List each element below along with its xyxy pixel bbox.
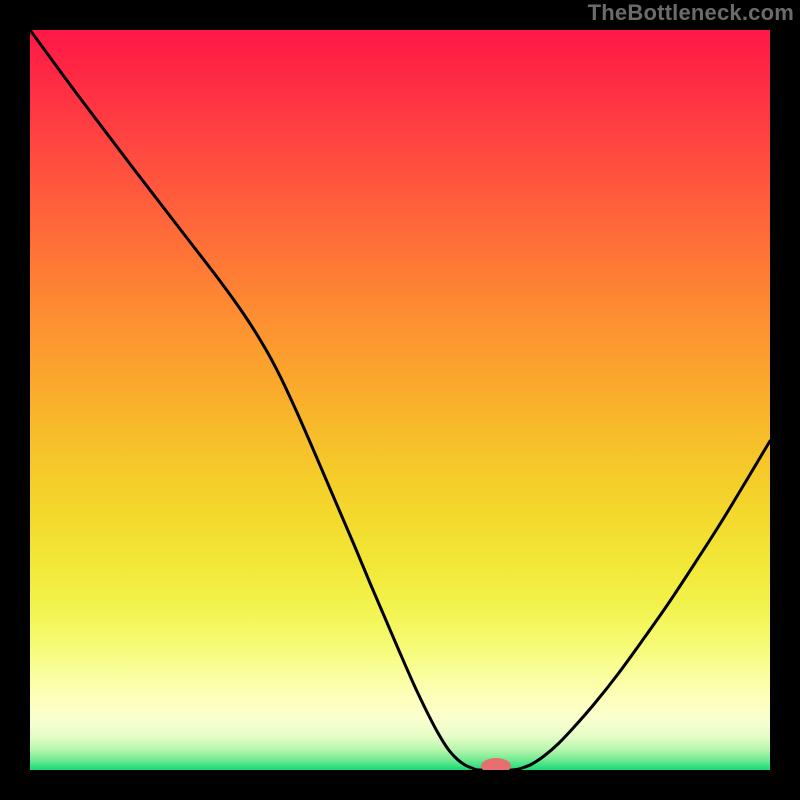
plot-svg	[30, 30, 770, 770]
chart-canvas: TheBottleneck.com	[0, 0, 800, 800]
plot-area	[30, 30, 770, 770]
watermark-text: TheBottleneck.com	[588, 0, 794, 26]
gradient-background	[30, 30, 770, 770]
